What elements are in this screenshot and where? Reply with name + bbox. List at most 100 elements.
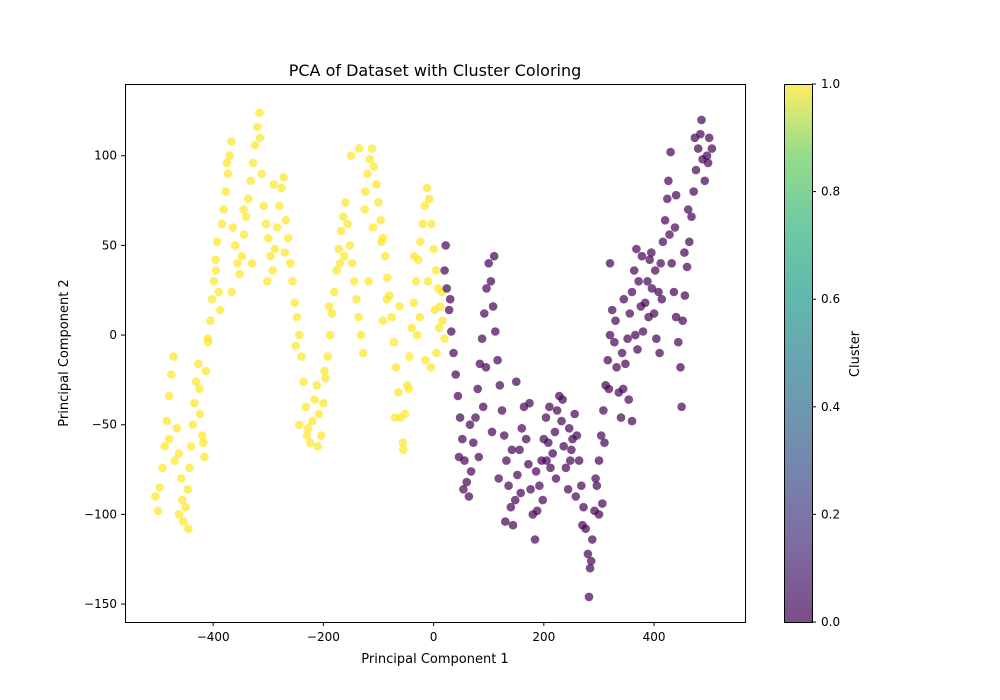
data-point-cluster-1: [429, 244, 438, 254]
data-point-cluster-0: [441, 241, 451, 250]
data-point-cluster-1: [405, 352, 414, 361]
colorbar-tick-label: 0.4: [821, 400, 840, 414]
data-point-cluster-1: [151, 492, 160, 501]
data-point-cluster-1: [416, 237, 425, 247]
data-point-cluster-0: [577, 481, 586, 491]
data-point-cluster-1: [237, 251, 247, 261]
data-point-cluster-0: [632, 244, 641, 254]
data-point-cluster-0: [691, 165, 701, 175]
data-point-cluster-1: [345, 241, 355, 250]
y-tick-label: −100: [84, 507, 117, 521]
data-point-cluster-0: [538, 495, 547, 505]
data-point-cluster-0: [599, 406, 608, 415]
data-point-cluster-0: [671, 312, 681, 322]
data-point-cluster-1: [160, 442, 169, 451]
data-point-cluster-0: [610, 337, 619, 347]
data-point-cluster-0: [702, 151, 712, 160]
data-point-cluster-1: [407, 323, 416, 333]
data-point-cluster-0: [558, 395, 567, 404]
data-point-cluster-0: [508, 520, 518, 530]
data-point-cluster-0: [687, 212, 696, 221]
data-point-cluster-1: [172, 424, 182, 433]
data-point-cluster-0: [447, 327, 456, 336]
data-point-cluster-1: [299, 377, 308, 387]
data-point-cluster-0: [557, 416, 566, 426]
data-point-cluster-1: [176, 474, 186, 483]
data-point-cluster-0: [516, 488, 525, 498]
data-point-cluster-1: [268, 266, 278, 275]
data-point-cluster-1: [244, 194, 253, 204]
data-point-cluster-1: [206, 316, 215, 326]
data-point-cluster-0: [524, 459, 533, 469]
data-point-cluster-1: [378, 316, 388, 326]
data-point-cluster-0: [480, 309, 489, 318]
data-point-cluster-0: [629, 266, 639, 275]
colorbar-tick-label: 0.6: [821, 292, 840, 306]
data-point-cluster-0: [579, 502, 588, 512]
data-point-cluster-0: [550, 427, 560, 437]
data-point-cluster-0: [619, 294, 629, 304]
data-point-cluster-1: [372, 180, 381, 189]
data-point-cluster-1: [335, 259, 345, 268]
data-point-cluster-1: [216, 305, 225, 315]
data-point-cluster-1: [228, 223, 238, 232]
data-point-cluster-1: [286, 259, 295, 268]
data-point-cluster-0: [654, 287, 663, 297]
data-point-cluster-1: [291, 341, 301, 351]
data-point-cluster-1: [195, 384, 204, 394]
data-point-cluster-0: [444, 305, 454, 315]
data-point-cluster-0: [600, 438, 609, 448]
data-point-cluster-0: [631, 330, 640, 340]
data-point-cluster-1: [255, 133, 265, 143]
data-point-cluster-1: [219, 205, 228, 214]
data-point-cluster-0: [643, 277, 652, 286]
data-point-cluster-1: [211, 266, 221, 275]
data-point-cluster-0: [455, 413, 465, 422]
data-point-cluster-0: [678, 316, 687, 326]
data-point-cluster-1: [410, 251, 419, 261]
data-point-cluster-0: [627, 287, 637, 297]
data-point-cluster-0: [603, 355, 613, 365]
data-point-cluster-0: [586, 556, 596, 566]
data-point-cluster-1: [415, 312, 425, 322]
data-point-cluster-1: [338, 212, 348, 221]
colorbar-tick-label: 0.0: [821, 615, 840, 629]
data-point-cluster-1: [389, 337, 399, 347]
data-point-cluster-0: [666, 147, 675, 157]
data-point-cluster-1: [303, 424, 313, 433]
data-point-cluster-0: [551, 474, 561, 483]
data-point-cluster-0: [585, 563, 595, 573]
data-point-cluster-1: [398, 438, 408, 448]
data-point-cluster-1: [423, 277, 433, 286]
data-point-cluster-1: [356, 330, 366, 340]
data-point-cluster-0: [605, 259, 615, 268]
x-tick-label: −400: [197, 630, 230, 644]
data-point-cluster-1: [272, 223, 282, 232]
y-axis-label: Principal Component 2: [57, 279, 72, 426]
data-point-cluster-1: [421, 355, 430, 365]
data-point-cluster-1: [288, 277, 297, 286]
data-point-cluster-0: [454, 452, 464, 462]
data-point-cluster-0: [669, 287, 679, 297]
data-point-cluster-1: [169, 352, 178, 361]
data-point-cluster-0: [677, 402, 686, 412]
data-point-cluster-1: [227, 137, 236, 146]
data-point-cluster-0: [612, 363, 621, 372]
data-point-cluster-1: [369, 162, 379, 171]
data-point-cluster-1: [294, 420, 304, 430]
data-point-cluster-1: [301, 402, 311, 412]
data-point-cluster-0: [594, 456, 604, 465]
data-point-cluster-0: [458, 434, 467, 444]
data-point-cluster-1: [158, 463, 167, 473]
data-point-cluster-0: [680, 248, 689, 257]
data-point-cluster-1: [280, 248, 290, 257]
data-point-cluster-1: [162, 416, 172, 426]
data-point-cluster-0: [501, 517, 510, 526]
data-point-cluster-1: [257, 169, 267, 178]
data-point-cluster-1: [212, 237, 222, 247]
data-point-cluster-1: [314, 409, 324, 419]
data-point-cluster-0: [488, 302, 498, 311]
data-point-cluster-1: [312, 381, 322, 390]
colorbar-ticks: 0.0 0.2 0.4 0.6 0.8 1.0: [812, 77, 840, 629]
